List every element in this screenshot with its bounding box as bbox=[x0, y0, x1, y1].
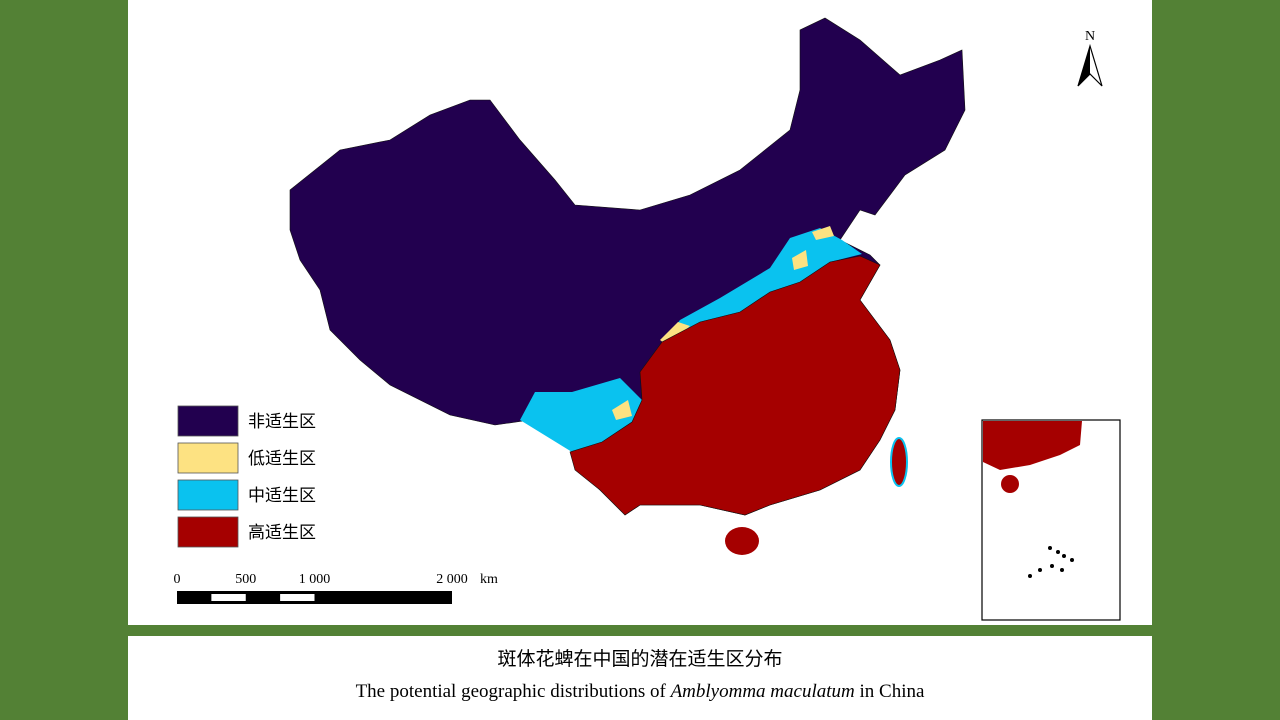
caption: 斑体花蜱在中国的潜在适生区分布 The potential geographic… bbox=[128, 636, 1152, 720]
legend-label: 低适生区 bbox=[248, 449, 316, 468]
scale-label: 500 bbox=[235, 572, 256, 587]
legend-label: 中适生区 bbox=[248, 486, 316, 505]
island-hainan bbox=[725, 527, 759, 555]
scale-label: 1 000 bbox=[299, 572, 331, 587]
island-taiwan bbox=[890, 437, 908, 487]
scale-bar-segment bbox=[211, 594, 246, 601]
inset-land bbox=[983, 421, 1082, 470]
north-arrow-fill bbox=[1078, 46, 1090, 86]
scale-unit: km bbox=[480, 572, 498, 587]
region-medium bbox=[520, 228, 862, 452]
caption-text: The potential geographic distributions o… bbox=[355, 681, 666, 702]
legend-label: 非适生区 bbox=[248, 412, 316, 431]
inset-islands bbox=[1028, 546, 1074, 578]
caption-chinese: 斑体花蜱在中国的潜在适生区分布 bbox=[497, 648, 783, 670]
north-label: N bbox=[1085, 29, 1095, 44]
region-high bbox=[569, 255, 901, 516]
legend-label: 高适生区 bbox=[248, 523, 316, 542]
caption-species: Amblyomma maculatum bbox=[670, 681, 855, 702]
inset-hainan bbox=[1001, 475, 1019, 493]
caption-english: The potential geographic distributions o… bbox=[128, 681, 1152, 703]
legend-swatch bbox=[177, 442, 239, 474]
scale-label: 2 000 bbox=[436, 572, 468, 587]
scale-label: 0 bbox=[174, 572, 181, 587]
legend-swatch bbox=[177, 516, 239, 548]
legend-swatch bbox=[177, 405, 239, 437]
map-panel: N 非适生区低适生区中适生区高适生区 0 500 1 000 2 000 km bbox=[128, 0, 1152, 625]
legend-swatch bbox=[177, 479, 239, 511]
scale-bar-segment bbox=[280, 594, 315, 601]
caption-text: in China bbox=[859, 681, 925, 702]
